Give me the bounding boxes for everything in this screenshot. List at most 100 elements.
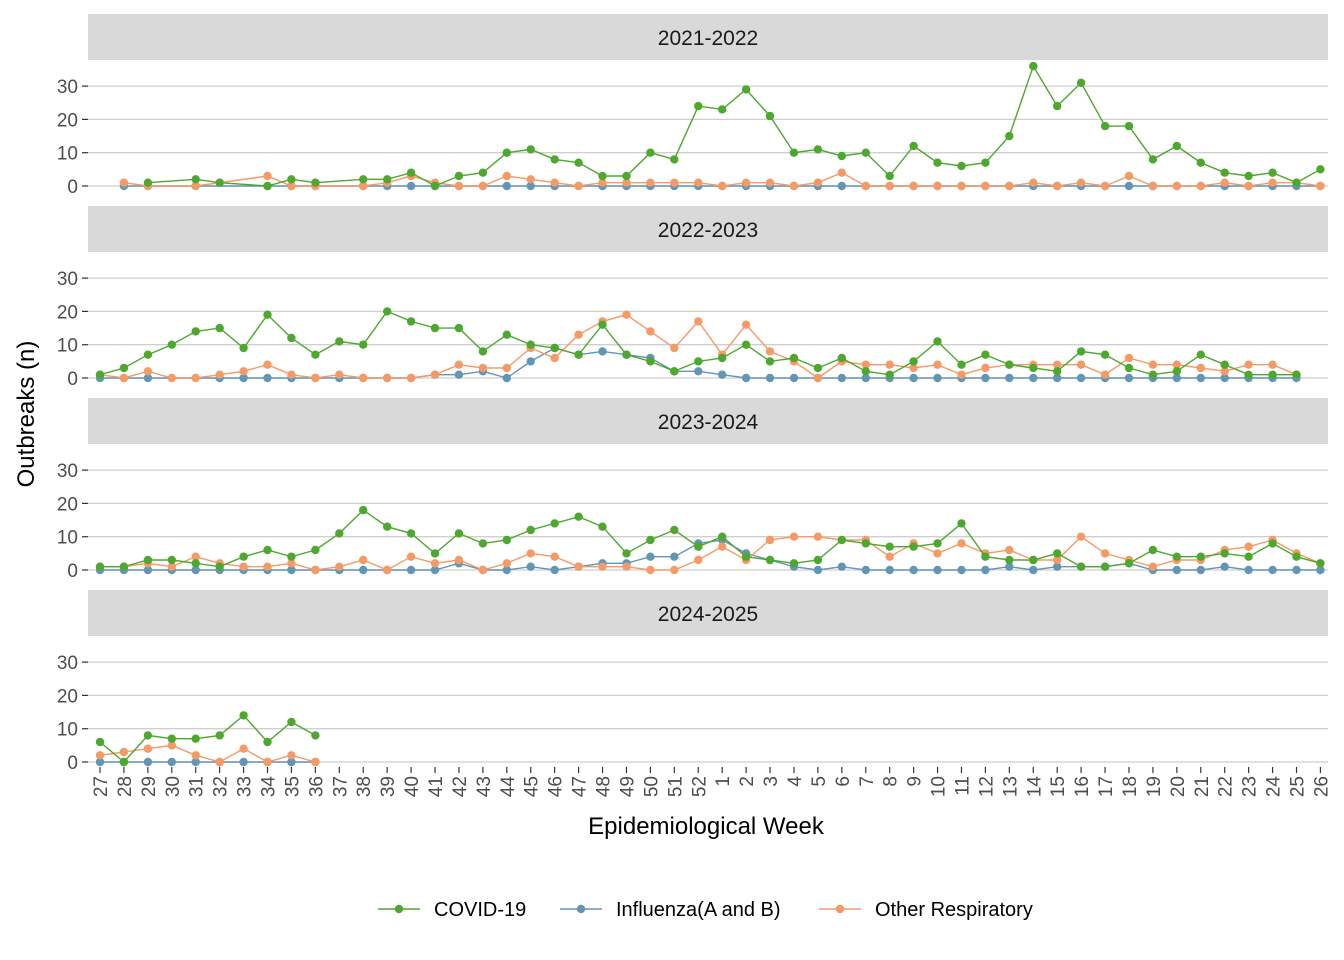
data-point	[478, 539, 488, 548]
data-point	[981, 373, 990, 383]
data-point	[1220, 562, 1229, 571]
x-tick-label: 13	[1000, 776, 1021, 797]
data-point	[981, 158, 990, 167]
data-point	[670, 552, 679, 561]
data-point	[311, 373, 320, 383]
data-point	[813, 178, 823, 187]
facet-panel: 2021-2022 0 10 20 30	[57, 14, 1328, 198]
data-point	[909, 363, 918, 373]
data-point	[167, 734, 176, 743]
data-point	[741, 340, 751, 349]
data-point	[383, 307, 392, 316]
facet-strip	[88, 590, 1328, 636]
data-point	[741, 178, 751, 187]
data-point	[1076, 360, 1086, 369]
data-point	[1244, 360, 1253, 369]
data-point	[1076, 347, 1086, 356]
data-point	[1076, 532, 1086, 541]
data-point	[287, 370, 296, 379]
data-point	[359, 565, 368, 575]
data-point	[383, 522, 392, 531]
x-tick-label: 9	[905, 776, 926, 787]
y-tick-label: 0	[67, 177, 78, 198]
y-tick-label: 30	[57, 77, 78, 98]
data-point	[454, 181, 464, 191]
data-point	[239, 373, 248, 383]
y-axis-title: Outbreaks (n)	[13, 341, 40, 488]
x-tick-label: 51	[665, 776, 686, 797]
data-point	[1053, 367, 1062, 376]
data-point	[646, 535, 655, 545]
data-point	[119, 373, 129, 383]
x-tick-label: 49	[618, 776, 639, 797]
data-point	[837, 562, 846, 571]
data-point	[1100, 350, 1110, 359]
data-point	[478, 363, 488, 373]
x-tick-label: 2	[737, 776, 758, 787]
data-point	[311, 178, 320, 187]
data-point	[454, 555, 464, 565]
facet-panel: 2024-2025 0 10 20 30	[57, 590, 1328, 774]
data-point	[143, 350, 153, 359]
data-point	[789, 148, 799, 157]
data-point	[837, 373, 846, 383]
data-point	[478, 347, 488, 356]
x-tick-label: 15	[1048, 776, 1069, 797]
data-point	[406, 529, 416, 538]
data-point	[383, 565, 392, 575]
data-point	[263, 373, 272, 383]
data-point	[191, 552, 200, 561]
data-point	[406, 565, 416, 575]
facet-panel: 2022-2023 0 10 20 30	[57, 206, 1328, 390]
data-point	[694, 357, 703, 366]
data-point	[311, 350, 320, 359]
data-point	[1292, 178, 1301, 187]
data-point	[191, 757, 200, 767]
data-point	[191, 373, 200, 383]
data-point	[646, 178, 655, 187]
data-point	[383, 175, 392, 184]
data-point	[1196, 373, 1206, 383]
data-point	[670, 178, 679, 187]
data-point	[622, 350, 631, 359]
data-point	[143, 373, 153, 383]
data-point	[646, 565, 655, 575]
data-point	[550, 353, 559, 363]
data-point	[287, 175, 296, 184]
data-point	[311, 565, 320, 575]
data-point	[215, 323, 224, 333]
data-point	[718, 532, 727, 541]
data-point	[813, 373, 823, 383]
data-point	[933, 360, 942, 369]
series-line	[147, 64, 1321, 187]
data-point	[718, 353, 727, 363]
x-tick-label: 30	[163, 776, 184, 797]
data-point	[1220, 168, 1229, 177]
data-point	[1148, 181, 1158, 191]
data-point	[1076, 562, 1086, 571]
data-point	[1053, 555, 1062, 565]
series-covid-19	[143, 61, 1325, 191]
data-point	[1268, 539, 1277, 548]
x-tick-label: 45	[522, 776, 543, 797]
data-point	[718, 181, 727, 191]
data-point	[215, 370, 224, 379]
data-point	[1124, 171, 1134, 181]
x-tick-label: 4	[785, 776, 806, 787]
data-point	[119, 363, 129, 373]
data-point	[670, 155, 679, 164]
data-point	[622, 549, 631, 558]
data-point	[861, 367, 870, 376]
x-tick-label: 20	[1168, 776, 1189, 797]
data-point	[837, 168, 846, 177]
facet-strip	[88, 14, 1328, 60]
data-point	[1100, 549, 1110, 558]
data-point	[694, 178, 703, 187]
y-tick-label: 20	[57, 494, 78, 515]
data-point	[263, 562, 272, 571]
x-tick-label: 37	[330, 776, 351, 797]
data-point	[478, 168, 488, 177]
data-point	[1076, 178, 1086, 187]
data-point	[263, 757, 272, 767]
series-covid-19	[95, 307, 1301, 379]
